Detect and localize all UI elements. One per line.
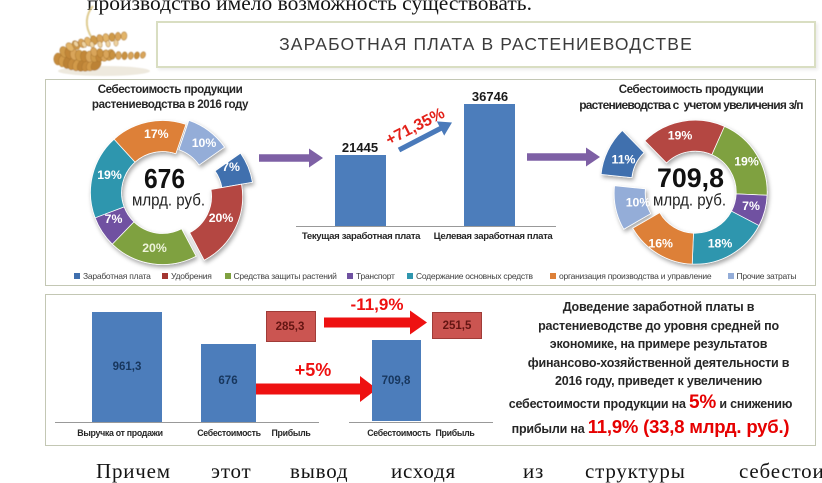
svg-text:17%: 17%	[144, 127, 169, 141]
svg-text:16%: 16%	[648, 237, 673, 251]
svg-text:7%: 7%	[222, 160, 240, 174]
svg-text:676: 676	[144, 163, 185, 194]
svg-text:20%: 20%	[209, 211, 234, 225]
svg-text:11%: 11%	[612, 153, 636, 167]
svg-text:млрд. руб.: млрд. руб.	[653, 191, 726, 210]
svg-text:20%: 20%	[142, 241, 167, 255]
svg-text:7%: 7%	[742, 199, 760, 213]
svg-text:10%: 10%	[192, 136, 217, 150]
svg-text:10%: 10%	[626, 196, 651, 210]
svg-text:709,8: 709,8	[657, 163, 724, 193]
svg-text:18%: 18%	[708, 237, 733, 251]
svg-text:млрд. руб.: млрд. руб.	[132, 191, 205, 210]
svg-text:19%: 19%	[97, 168, 122, 182]
svg-text:7%: 7%	[105, 212, 123, 226]
svg-text:19%: 19%	[668, 129, 693, 143]
svg-text:19%: 19%	[734, 155, 759, 169]
